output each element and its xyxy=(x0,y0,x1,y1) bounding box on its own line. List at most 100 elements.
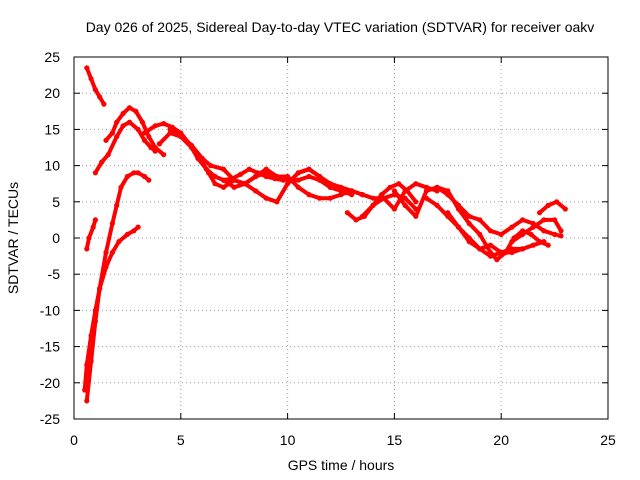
data-point xyxy=(413,181,419,187)
data-point xyxy=(402,202,408,208)
x-tick-label: 0 xyxy=(70,432,78,448)
data-point xyxy=(88,358,94,364)
data-point xyxy=(131,228,137,234)
data-point xyxy=(423,195,429,201)
data-point xyxy=(466,213,472,219)
data-point xyxy=(413,213,419,219)
data-point xyxy=(133,108,139,114)
data-point xyxy=(487,249,494,256)
data-point xyxy=(466,239,472,245)
x-tick-label: 25 xyxy=(600,432,616,448)
data-point xyxy=(116,239,122,245)
data-point xyxy=(124,231,130,237)
y-tick-label: 20 xyxy=(44,85,60,101)
data-point xyxy=(396,181,402,187)
data-point xyxy=(103,137,109,143)
data-point xyxy=(263,195,269,201)
data-point xyxy=(520,217,526,223)
data-point xyxy=(562,206,568,212)
y-axis-title: SDTVAR / TECUs xyxy=(5,182,21,294)
data-point xyxy=(109,130,115,136)
data-point xyxy=(498,231,504,237)
data-point xyxy=(455,206,462,212)
data-point xyxy=(509,239,515,245)
data-point xyxy=(135,224,141,230)
data-point xyxy=(253,173,259,180)
x-tick-label: 20 xyxy=(493,432,509,448)
series-layer xyxy=(82,65,568,404)
data-point xyxy=(477,217,483,223)
data-point xyxy=(487,242,494,248)
data-point xyxy=(109,220,115,227)
chart-title: Day 026 of 2025, Sidereal Day-to-day VTE… xyxy=(86,19,595,35)
data-point xyxy=(552,217,558,223)
data-point xyxy=(434,184,440,190)
data-point xyxy=(135,126,141,132)
data-point xyxy=(455,224,462,230)
data-point xyxy=(139,119,145,125)
series-track-6 xyxy=(104,105,166,157)
data-point xyxy=(92,87,98,93)
y-tick-label: 25 xyxy=(44,49,60,65)
data-point xyxy=(92,318,98,324)
data-point xyxy=(530,242,536,248)
data-point xyxy=(167,126,173,132)
data-point xyxy=(520,231,526,237)
y-tick-label: -5 xyxy=(48,266,61,282)
y-tick-label: -20 xyxy=(40,375,60,391)
data-point xyxy=(92,170,98,176)
data-point xyxy=(338,184,344,190)
data-point xyxy=(445,188,451,194)
data-point xyxy=(545,242,551,248)
data-point xyxy=(477,231,483,237)
x-tick-label: 5 xyxy=(177,432,185,448)
data-point xyxy=(231,184,237,190)
data-point xyxy=(90,224,96,230)
data-point xyxy=(353,217,359,223)
data-point xyxy=(103,249,109,256)
data-point xyxy=(109,249,115,256)
y-tick-label: -10 xyxy=(40,302,60,318)
data-point xyxy=(344,210,350,216)
data-point xyxy=(370,195,376,201)
data-point xyxy=(88,76,94,82)
data-point xyxy=(152,123,158,129)
data-point xyxy=(124,173,130,180)
data-point xyxy=(387,184,393,190)
data-point xyxy=(220,166,227,172)
data-point xyxy=(99,159,105,165)
data-point xyxy=(141,130,148,136)
data-point xyxy=(295,177,301,183)
data-point xyxy=(231,177,237,183)
data-point xyxy=(381,195,387,201)
series-track-17 xyxy=(445,210,546,255)
data-point xyxy=(199,155,205,161)
x-tick-label: 10 xyxy=(280,432,296,448)
y-tick-label: -25 xyxy=(40,411,60,427)
series-track-14 xyxy=(392,185,563,238)
data-point xyxy=(114,202,120,208)
data-point xyxy=(413,199,419,205)
data-point xyxy=(349,188,355,194)
data-point xyxy=(146,177,152,183)
data-point xyxy=(84,362,90,368)
data-point xyxy=(327,181,333,187)
y-tick-label: 0 xyxy=(52,230,60,246)
data-point xyxy=(295,184,301,190)
data-point xyxy=(238,171,244,177)
data-point xyxy=(135,170,141,176)
data-point xyxy=(359,213,365,219)
data-point xyxy=(402,188,408,194)
data-point xyxy=(156,141,162,147)
data-point xyxy=(120,110,126,117)
data-point xyxy=(114,119,120,125)
data-point xyxy=(126,119,133,125)
data-point xyxy=(359,192,365,198)
data-point xyxy=(558,228,564,234)
data-point xyxy=(84,65,90,71)
series-track-19 xyxy=(537,199,568,215)
data-point xyxy=(206,170,212,176)
data-point xyxy=(306,192,312,198)
data-point xyxy=(220,184,227,190)
